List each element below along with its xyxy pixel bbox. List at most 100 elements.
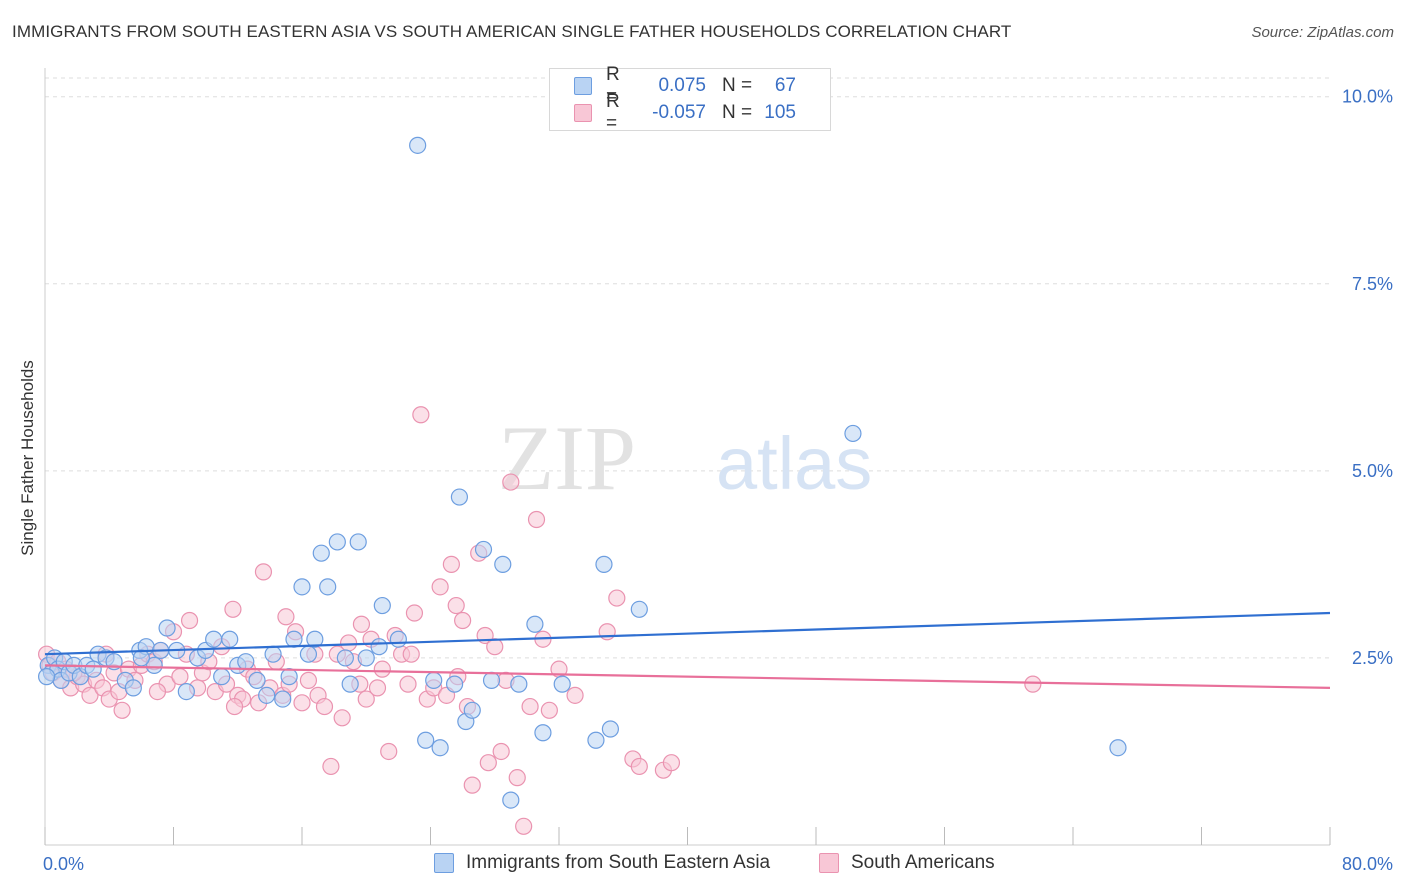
- southeast-asia-point: [445, 675, 464, 693]
- southeast-asia-point: [373, 596, 391, 615]
- southeast-asia-point: [494, 555, 512, 573]
- y-tick-label: 10.0%: [1342, 87, 1393, 107]
- southeast-asia-point: [417, 731, 435, 749]
- south-americans-point: [254, 563, 273, 581]
- south-americans-point: [508, 769, 526, 787]
- southeast-asia-point: [601, 720, 620, 738]
- legend-label: Immigrants from South Eastern Asia: [466, 852, 771, 873]
- south-americans-point: [373, 660, 391, 678]
- southeast-asia-point: [274, 690, 292, 708]
- grid-lines: [45, 77, 1330, 659]
- southeast-asia-point: [595, 555, 613, 573]
- chart-title: IMMIGRANTS FROM SOUTH EASTERN ASIA VS SO…: [12, 22, 1012, 41]
- south-americans-point: [502, 473, 520, 491]
- southeast-asia-point: [312, 544, 330, 562]
- legend-item-southeast-asia: Immigrants from South Eastern Asia: [434, 852, 770, 874]
- south-americans-point: [402, 645, 420, 663]
- n-value: 105: [764, 102, 796, 123]
- trend-lines: [44, 611, 1331, 689]
- south-americans-point: [412, 406, 430, 424]
- x-tick-label-min: 0.0%: [43, 854, 84, 874]
- southeast-asia-point: [319, 578, 337, 596]
- southeast-asia-point: [336, 649, 354, 667]
- southeast-asia-point: [285, 630, 303, 648]
- south-americans-point: [540, 701, 558, 719]
- southeast-asia-point: [299, 645, 318, 663]
- legend-label: South Americans: [851, 852, 995, 873]
- south-americans-point: [352, 615, 371, 633]
- axes: [44, 68, 1331, 846]
- r-value: -0.057: [652, 102, 706, 123]
- legend-row-pink: R = -0.057 N = 105: [574, 91, 796, 134]
- watermark: ZIP atlas: [498, 407, 872, 509]
- southeast-asia-point: [158, 619, 176, 637]
- south-americans-point: [299, 671, 318, 689]
- southeast-asia-point: [534, 724, 552, 742]
- r-label: R =: [606, 64, 620, 107]
- south-americans-point: [527, 510, 546, 529]
- series-legend: Immigrants from South Eastern Asia South…: [0, 852, 1406, 878]
- south-americans-point: [81, 686, 99, 704]
- n-value: 67: [774, 75, 796, 96]
- south-americans-point: [333, 709, 351, 727]
- south-americans-point: [315, 697, 334, 716]
- y-tick-label: 5.0%: [1352, 461, 1393, 481]
- south-americans-trend-line: [44, 664, 1331, 689]
- south-americans-point: [630, 757, 648, 776]
- south-americans-point: [225, 697, 244, 716]
- southeast-asia-trend-line: [44, 611, 1331, 656]
- blue-swatch: [434, 853, 454, 873]
- south-americans-point: [180, 611, 199, 630]
- southeast-asia-point: [844, 424, 862, 443]
- southeast-asia-point: [370, 638, 388, 656]
- southeast-asia-point: [474, 540, 493, 559]
- south-americans-point: [566, 686, 584, 704]
- n-label: N =: [722, 102, 753, 123]
- blue-swatch: [574, 77, 592, 95]
- southeast-asia-point: [145, 656, 163, 675]
- southeast-asia-point: [258, 686, 276, 704]
- stats-legend: R = 0.075 N = 67 R = -0.057 N = 105: [549, 64, 831, 134]
- southeast-asia-point: [510, 675, 528, 693]
- southeast-asia-point: [328, 533, 346, 551]
- southeast-asia-point: [293, 578, 311, 596]
- south-americans-point: [454, 611, 472, 630]
- y-tick-label: 2.5%: [1352, 648, 1393, 668]
- x-tick-label-max: 80.0%: [1342, 854, 1393, 874]
- south-americans-point: [357, 690, 375, 708]
- source-label: Source: ZipAtlas.com: [1251, 24, 1394, 41]
- south-americans-point: [492, 742, 510, 761]
- southeast-asia-point: [553, 675, 571, 693]
- southeast-asia-point: [221, 630, 239, 648]
- tick-labels: 2.5% 5.0% 7.5% 10.0% 0.0% 80.0%: [43, 87, 1393, 874]
- southeast-asia-point: [248, 671, 266, 689]
- south-americans-point: [405, 604, 424, 622]
- south-americans-point: [521, 697, 539, 716]
- r-label: R =: [606, 91, 620, 134]
- south-americans-point: [431, 578, 449, 596]
- southeast-asia-point: [1109, 739, 1127, 757]
- southeast-asia-point: [450, 488, 469, 506]
- southeast-asia-point: [409, 136, 427, 154]
- southeast-asia-point: [132, 649, 150, 667]
- south-americans-point: [293, 694, 311, 712]
- southeast-asia-point: [502, 791, 520, 809]
- legend-row-blue: R = 0.075 N = 67: [574, 64, 796, 107]
- south-americans-point: [368, 679, 387, 697]
- south-americans-point: [515, 817, 533, 835]
- south-americans-point: [322, 757, 340, 776]
- south-americans-point: [662, 754, 681, 772]
- southeast-asia-point: [587, 731, 605, 749]
- southeast-asia-point: [630, 600, 648, 618]
- r-value: 0.075: [658, 75, 706, 96]
- south-americans-point: [277, 608, 295, 626]
- southeast-asia-point: [482, 671, 501, 689]
- legend-item-south-americans: South Americans: [819, 852, 995, 874]
- south-americans-point: [148, 682, 167, 701]
- south-americans-point: [339, 634, 358, 652]
- southeast-asia-point: [425, 671, 443, 689]
- south-americans-point: [447, 596, 465, 615]
- south-americans-point: [442, 555, 460, 573]
- y-axis-label: Single Father Households: [18, 360, 37, 556]
